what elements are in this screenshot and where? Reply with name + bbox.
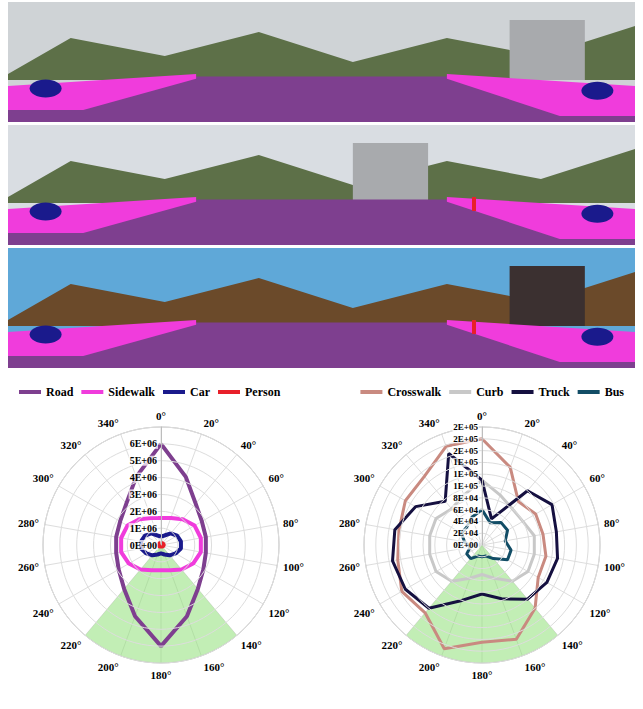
svg-text:1E+05: 1E+05	[453, 457, 478, 467]
svg-text:1E+06: 1E+06	[130, 523, 157, 534]
svg-text:2E+04: 2E+04	[453, 528, 478, 538]
svg-text:Road: Road	[46, 385, 74, 399]
svg-text:4E+06: 4E+06	[130, 472, 157, 483]
svg-text:1E+05: 1E+05	[453, 469, 478, 479]
svg-text:220°: 220°	[60, 639, 81, 651]
svg-text:200°: 200°	[419, 661, 440, 673]
svg-text:120°: 120°	[268, 607, 289, 619]
svg-text:Crosswalk: Crosswalk	[387, 385, 441, 399]
svg-text:300°: 300°	[33, 472, 54, 484]
svg-text:6E+06: 6E+06	[130, 438, 157, 449]
svg-text:180°: 180°	[151, 669, 172, 681]
svg-text:280°: 280°	[339, 517, 360, 529]
svg-text:60°: 60°	[589, 472, 604, 484]
svg-text:140°: 140°	[241, 639, 262, 651]
svg-text:320°: 320°	[60, 439, 81, 451]
svg-text:3E+06: 3E+06	[130, 489, 157, 500]
svg-text:6E+04: 6E+04	[453, 505, 478, 515]
svg-text:Car: Car	[190, 385, 211, 399]
svg-text:200°: 200°	[98, 661, 119, 673]
svg-text:20°: 20°	[524, 417, 539, 429]
svg-text:340°: 340°	[98, 417, 119, 429]
svg-text:Sidewalk: Sidewalk	[108, 385, 155, 399]
svg-text:100°: 100°	[283, 561, 304, 573]
svg-text:1E+05: 1E+05	[453, 481, 478, 491]
svg-text:260°: 260°	[18, 561, 39, 573]
svg-text:120°: 120°	[589, 607, 610, 619]
svg-text:2E+05: 2E+05	[453, 422, 478, 432]
svg-text:2E+05: 2E+05	[453, 446, 478, 456]
svg-text:220°: 220°	[381, 639, 402, 651]
svg-text:100°: 100°	[604, 561, 625, 573]
svg-text:80°: 80°	[283, 517, 298, 529]
svg-text:Truck: Truck	[539, 385, 570, 399]
svg-text:8E+04: 8E+04	[453, 493, 478, 503]
svg-text:80°: 80°	[604, 517, 619, 529]
svg-text:4E+04: 4E+04	[453, 516, 478, 526]
svg-text:0°: 0°	[156, 410, 166, 422]
svg-text:260°: 260°	[339, 561, 360, 573]
svg-text:Person: Person	[245, 385, 281, 399]
svg-text:280°: 280°	[18, 517, 39, 529]
svg-text:240°: 240°	[354, 607, 375, 619]
svg-text:300°: 300°	[354, 472, 375, 484]
svg-text:320°: 320°	[381, 439, 402, 451]
svg-text:0E+00: 0E+00	[453, 540, 478, 550]
svg-text:160°: 160°	[203, 661, 224, 673]
svg-text:0E+00: 0E+00	[130, 540, 157, 551]
svg-text:20°: 20°	[203, 417, 218, 429]
svg-text:2E+06: 2E+06	[130, 506, 157, 517]
svg-text:340°: 340°	[419, 417, 440, 429]
svg-text:40°: 40°	[562, 439, 577, 451]
svg-text:140°: 140°	[562, 639, 583, 651]
svg-text:60°: 60°	[268, 472, 283, 484]
svg-text:40°: 40°	[241, 439, 256, 451]
svg-text:Bus: Bus	[605, 385, 625, 399]
svg-text:2E+05: 2E+05	[453, 434, 478, 444]
svg-text:5E+06: 5E+06	[130, 455, 157, 466]
svg-text:180°: 180°	[472, 669, 493, 681]
svg-text:Curb: Curb	[476, 385, 504, 399]
svg-text:0°: 0°	[477, 410, 487, 422]
svg-text:240°: 240°	[33, 607, 54, 619]
svg-text:160°: 160°	[524, 661, 545, 673]
